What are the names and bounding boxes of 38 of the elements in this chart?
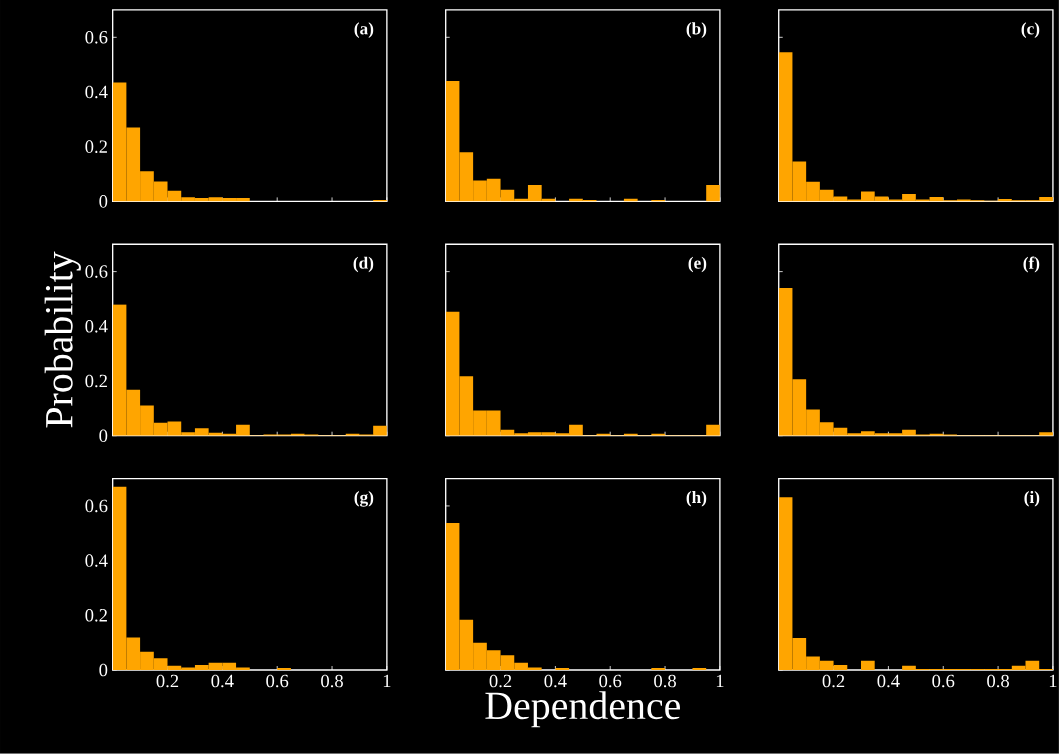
y-tick-label: 0.2: [85, 374, 107, 388]
y-tick-label: 0: [99, 195, 108, 208]
x-tick-label: 0.4: [211, 674, 234, 688]
x-tick-label: 0.4: [877, 674, 900, 688]
x-tick-label: 1: [1049, 674, 1057, 688]
annotation: (g): [354, 491, 374, 507]
x-tick-label: 1: [716, 674, 724, 688]
x-tick-label: 0.8: [321, 674, 343, 688]
y-tick-label: 0.4: [85, 554, 108, 568]
x-tick-label: 0.4: [544, 674, 567, 688]
y-tick-label: 0.2: [85, 140, 107, 154]
x-axis-title: Dependence: [485, 691, 680, 728]
annotation: (a): [354, 22, 374, 39]
x-tick-label: 0.2: [489, 674, 512, 688]
y-tick-label: 0: [99, 663, 108, 677]
annotation: (i): [1024, 491, 1040, 507]
x-tick-label: 0.8: [654, 674, 676, 688]
y-axis-title: Probability: [44, 251, 81, 428]
y-tick-label: 0.6: [85, 499, 108, 513]
y-tick-label: 0.4: [85, 85, 108, 99]
annotation: (d): [353, 256, 374, 273]
x-tick-label: 0.6: [599, 674, 622, 688]
y-tick-label: 0.2: [85, 609, 107, 622]
x-tick-label: 0.6: [932, 674, 955, 688]
annotation: (e): [688, 256, 707, 273]
y-tick-label: 0.6: [85, 265, 108, 279]
y-tick-label: 0.4: [85, 320, 108, 333]
x-tick-label: 1: [383, 674, 391, 688]
x-tick-label: 0.8: [987, 674, 1009, 688]
y-tick-label: 0: [99, 429, 108, 443]
annotation: (c): [1021, 22, 1040, 39]
x-tick-label: 0.6: [266, 674, 289, 688]
x-tick-label: 0.2: [822, 674, 845, 688]
x-tick-label: 0.2: [156, 674, 179, 688]
annotation: (h): [686, 491, 707, 507]
y-tick-label: 0.6: [85, 31, 108, 44]
annotation: (f): [1023, 256, 1040, 273]
annotation: (b): [686, 22, 707, 39]
